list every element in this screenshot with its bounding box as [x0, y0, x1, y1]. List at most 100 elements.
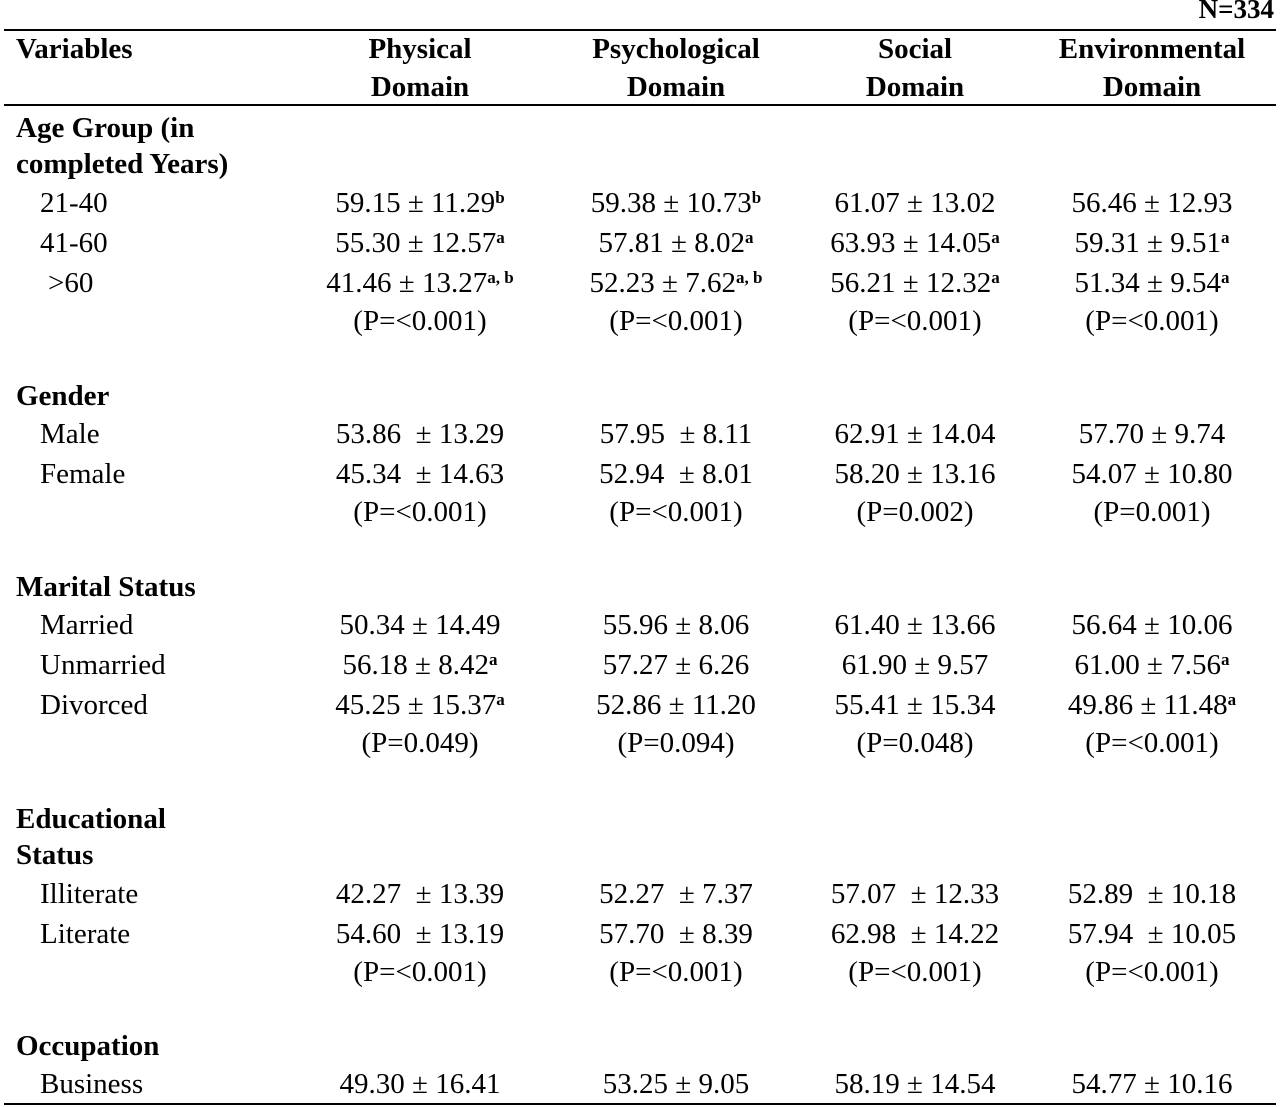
p-value: (P=0.049) — [361, 727, 479, 759]
occupation-title-row: Occupation — [0, 1027, 1280, 1065]
header-physical-line2: Domain — [370, 71, 470, 103]
marital-title-row: Marital Status — [0, 568, 1280, 606]
environmental-value: 57.94 ± 10.05 — [1067, 918, 1237, 950]
age-title-row: Age Group (in — [0, 109, 1280, 147]
row-label: >60 — [48, 267, 94, 299]
social-value: 55.41 ± 15.34 — [834, 689, 996, 721]
row-label: Business — [40, 1068, 144, 1100]
p-value: (P=<0.001) — [353, 305, 487, 337]
table-bottom-rule — [4, 1103, 1276, 1105]
psychological-value: 57.81 ± 8.02a — [598, 227, 754, 259]
psychological-value: 52.94 ± 8.01 — [599, 458, 753, 490]
row-label: Illiterate — [40, 878, 139, 910]
header-psychological-domain: Psychological Domain — [556, 30, 796, 106]
p-value: (P=<0.001) — [1085, 305, 1219, 337]
social-value: 61.90 ± 9.57 — [841, 649, 989, 681]
physical-value: 45.34 ± 14.63 — [335, 458, 505, 490]
social-value: 63.93 ± 14.05a — [830, 227, 1000, 259]
table-row: Unmarried 56.18 ± 8.42a 57.27 ± 6.26 61.… — [0, 646, 1280, 684]
header-psychological-line1: Psychological — [592, 33, 760, 65]
environmental-value: 59.31 ± 9.51a — [1074, 227, 1230, 259]
social-value: 62.98 ± 14.22 — [830, 918, 1000, 950]
social-value: 61.07 ± 13.02 — [834, 187, 996, 219]
social-value: 62.91 ± 14.04 — [834, 418, 996, 450]
physical-value: 55.30 ± 12.57a — [335, 227, 505, 259]
table-row: Male 53.86 ± 13.29 57.95 ± 8.11 62.91 ± … — [0, 415, 1280, 453]
age-group-title: Age Group (in — [16, 112, 195, 144]
header-psychological-line2: Domain — [626, 71, 726, 103]
header-variables: Variables — [16, 33, 133, 65]
header-physical-line1: Physical — [368, 33, 472, 65]
p-value: (P=<0.001) — [353, 956, 487, 988]
psychological-value: 52.23 ± 7.62a, b — [589, 267, 763, 299]
age-title-row-2: completed Years) — [0, 145, 1280, 183]
table-row: 21-40 59.15 ± 11.29b 59.38 ± 10.73b 61.0… — [0, 184, 1280, 222]
education-title-row: Educational — [0, 800, 1280, 838]
sample-size-label: N=334 — [1198, 0, 1274, 24]
header-environmental-line1: Environmental — [1058, 33, 1246, 65]
header-social-line1: Social — [877, 33, 953, 65]
marital-status-title: Marital Status — [16, 571, 196, 603]
header-social-line2: Domain — [865, 71, 965, 103]
gender-title: Gender — [16, 380, 110, 412]
p-value: (P=0.002) — [856, 496, 974, 528]
p-value: (P=<0.001) — [1085, 727, 1219, 759]
environmental-value: 57.70 ± 9.74 — [1078, 418, 1226, 450]
p-value: (P=<0.001) — [609, 305, 743, 337]
physical-value: 45.25 ± 15.37a — [335, 689, 505, 721]
table-header-rule — [4, 104, 1276, 106]
table-row: Female 45.34 ± 14.63 52.94 ± 8.01 58.20 … — [0, 455, 1280, 493]
education-title-row-2: Status — [0, 836, 1280, 874]
educational-status-title-2: Status — [16, 839, 94, 871]
row-label: 21-40 — [40, 187, 108, 219]
p-value: (P=0.001) — [1093, 496, 1211, 528]
row-label: Divorced — [40, 689, 148, 721]
social-value: 58.20 ± 13.16 — [834, 458, 996, 490]
social-value: 56.21 ± 12.32a — [830, 267, 1000, 299]
occupation-title: Occupation — [16, 1030, 160, 1062]
gender-title-row: Gender — [0, 377, 1280, 415]
p-value: (P=0.094) — [617, 727, 735, 759]
table-row: 41-60 55.30 ± 12.57a 57.81 ± 8.02a 63.93… — [0, 224, 1280, 262]
table-header: Variables Physical Domain Psychological … — [0, 30, 1280, 104]
environmental-value: 56.64 ± 10.06 — [1071, 609, 1233, 641]
p-value: (P=<0.001) — [609, 496, 743, 528]
physical-value: 50.34 ± 14.49 — [339, 609, 501, 641]
p-value: (P=<0.001) — [353, 496, 487, 528]
table-row: Business 49.30 ± 16.41 53.25 ± 9.05 58.1… — [0, 1065, 1280, 1103]
row-label: Male — [40, 418, 100, 450]
p-value-row: (P=<0.001) (P=<0.001) (P=<0.001) (P=<0.0… — [0, 953, 1280, 991]
psychological-value: 57.95 ± 8.11 — [599, 418, 753, 450]
age-group-title-2: completed Years) — [16, 148, 229, 180]
row-label: Married — [40, 609, 134, 641]
psychological-value: 52.27 ± 7.37 — [599, 878, 753, 910]
environmental-value: 54.77 ± 10.16 — [1071, 1068, 1233, 1100]
p-value: (P=0.048) — [856, 727, 974, 759]
row-label: Literate — [40, 918, 131, 950]
row-label: 41-60 — [40, 227, 108, 259]
p-value: (P=<0.001) — [848, 956, 982, 988]
educational-status-title: Educational — [16, 803, 166, 835]
table-row: Divorced 45.25 ± 15.37a 52.86 ± 11.20 55… — [0, 686, 1280, 724]
p-value: (P=<0.001) — [1085, 956, 1219, 988]
psychological-value: 55.96 ± 8.06 — [602, 609, 750, 641]
physical-value: 54.60 ± 13.19 — [335, 918, 505, 950]
psychological-value: 53.25 ± 9.05 — [602, 1068, 750, 1100]
psychological-value: 57.70 ± 8.39 — [599, 918, 753, 950]
p-value: (P=<0.001) — [609, 956, 743, 988]
social-value: 58.19 ± 14.54 — [834, 1068, 996, 1100]
environmental-value: 56.46 ± 12.93 — [1071, 187, 1233, 219]
environmental-value: 54.07 ± 10.80 — [1071, 458, 1233, 490]
header-social-domain: Social Domain — [795, 30, 1035, 106]
row-label: Unmarried — [40, 649, 166, 681]
physical-value: 49.30 ± 16.41 — [339, 1068, 501, 1100]
environmental-value: 51.34 ± 9.54a — [1074, 267, 1230, 299]
physical-value: 59.15 ± 11.29b — [335, 187, 505, 219]
physical-value: 56.18 ± 8.42a — [342, 649, 498, 681]
table-row: >60 41.46 ± 13.27a, b 52.23 ± 7.62a, b 5… — [0, 264, 1280, 302]
table-top-rule — [4, 29, 1276, 31]
p-value-row: (P=0.049) (P=0.094) (P=0.048) (P=<0.001) — [0, 724, 1280, 762]
physical-value: 41.46 ± 13.27a, b — [326, 267, 514, 299]
environmental-value: 49.86 ± 11.48a — [1067, 689, 1237, 721]
header-physical-domain: Physical Domain — [300, 30, 540, 106]
